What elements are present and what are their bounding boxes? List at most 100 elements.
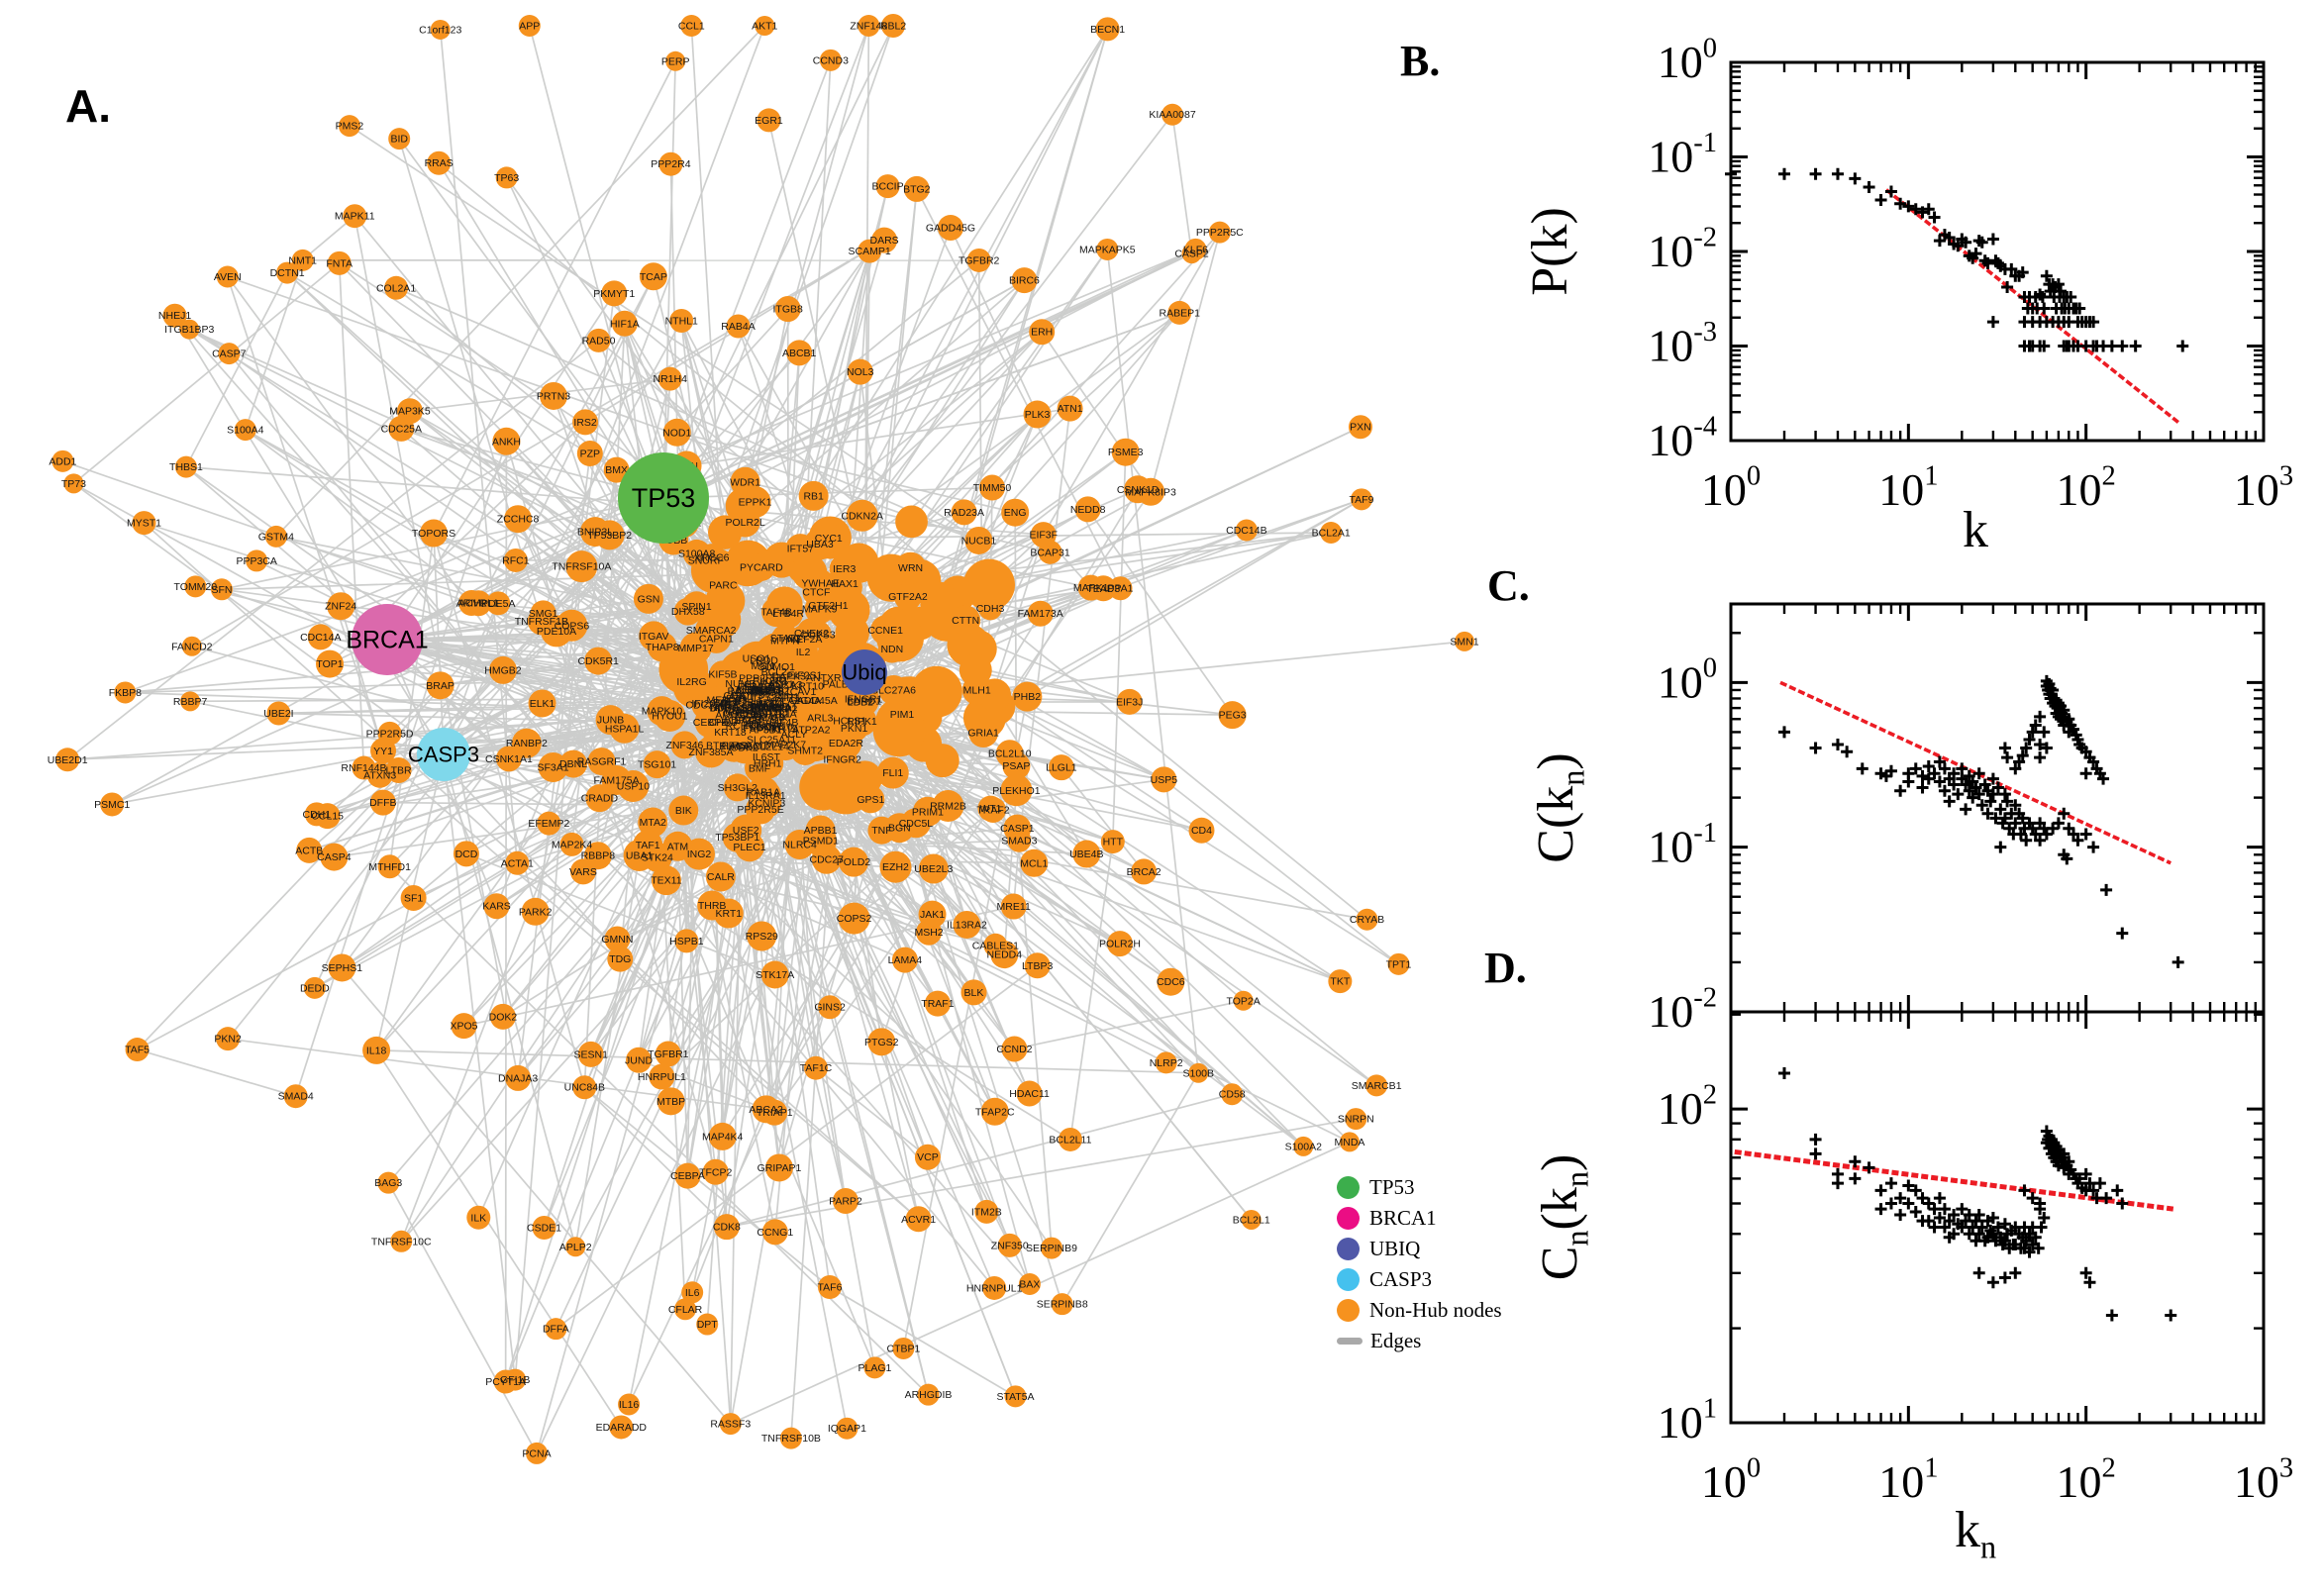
tick-label: 10-1	[1648, 128, 1717, 182]
network-node-label: PSME3	[1108, 447, 1144, 458]
network-node-label: TIMM50	[973, 482, 1012, 494]
data-point	[2038, 726, 2051, 739]
network-node	[675, 665, 708, 698]
network-node	[540, 381, 568, 410]
network-node-label: PCNA	[522, 1447, 551, 1459]
network-node	[276, 261, 299, 284]
network-node-label: TOP2A	[1227, 995, 1261, 1007]
network-edge	[502, 771, 894, 1018]
network-node	[1235, 519, 1258, 542]
network-node	[576, 441, 603, 467]
network-node-label: BACH1	[747, 684, 781, 696]
network-node	[617, 770, 650, 803]
network-node	[1233, 990, 1254, 1011]
network-node	[730, 507, 760, 538]
network-node-label: CDKN2A	[841, 510, 883, 522]
network-edge	[662, 59, 832, 499]
network-node-label: NEDD8	[1070, 504, 1106, 516]
network-node-label: PHB2	[1014, 691, 1042, 703]
network-node	[488, 655, 517, 684]
network-node	[296, 837, 323, 863]
scatter-points	[1777, 674, 2184, 968]
network-node-label: ALG8	[758, 713, 784, 725]
data-point	[2105, 1309, 2118, 1322]
network-node	[832, 1187, 858, 1214]
network-node-label: GMNN	[601, 934, 633, 946]
network-node-label: USO1	[743, 652, 771, 664]
network-node-label: PKMYT1	[593, 288, 635, 300]
network-edge	[387, 722, 785, 1184]
data-point	[1809, 742, 1822, 754]
network-edge	[1086, 508, 1234, 716]
network-node	[1345, 1108, 1367, 1131]
network-node-label: XPO5	[450, 1021, 477, 1033]
network-node	[924, 990, 951, 1017]
network-node-label: CTCF	[802, 586, 830, 598]
network-edge	[443, 753, 996, 947]
network-node-label: S100A4	[227, 425, 264, 437]
network-node	[1051, 1293, 1073, 1316]
network-node-label: HNRNPUL1	[966, 1282, 1023, 1294]
network-node-label: ITGB1BP3	[164, 324, 214, 336]
network-node	[1024, 952, 1051, 979]
network-node-label: CCNG1	[757, 1227, 793, 1239]
network-node	[805, 815, 836, 846]
network-node-label: CCND3	[813, 54, 849, 66]
network-edge	[386, 567, 845, 641]
data-point	[1831, 1177, 1844, 1190]
network-node	[875, 174, 900, 199]
network-node	[891, 947, 918, 973]
network-edge	[1069, 841, 1114, 1141]
network-node-label: VRK1	[749, 699, 776, 711]
network-node	[426, 671, 454, 700]
data-point	[1894, 784, 1907, 797]
network-node	[798, 480, 829, 511]
network-node	[813, 523, 844, 553]
network-node	[1155, 1051, 1177, 1074]
network-node	[755, 16, 775, 36]
network-edge	[1162, 778, 1400, 965]
network-node	[758, 676, 789, 707]
network-edge	[1111, 451, 1127, 843]
network-edge	[228, 352, 995, 1289]
network-edge	[666, 751, 712, 1054]
network-node	[1454, 631, 1474, 651]
data-point	[1922, 1215, 1935, 1228]
network-node	[723, 773, 752, 802]
network-node	[1293, 1136, 1314, 1156]
network-node-label: UQCRFS1	[723, 708, 772, 720]
data-point	[1909, 1206, 1922, 1219]
data-point	[2105, 340, 2118, 352]
network-node-label: BRCA2	[1127, 866, 1162, 878]
network-node	[918, 853, 949, 884]
network-node	[63, 473, 84, 494]
network-node-label: PMS2	[336, 121, 364, 133]
network-node-label: EPPK1	[739, 497, 772, 509]
network-node-label: AURKA	[744, 720, 779, 732]
network-node-label: POLD2	[837, 856, 871, 868]
network-node	[179, 319, 200, 340]
data-point	[1960, 803, 1972, 816]
network-node-label: EZH2	[882, 861, 909, 873]
network-node	[980, 1097, 1009, 1126]
data-point	[2165, 1309, 2177, 1322]
network-node-label: LDB2	[848, 697, 873, 709]
network-node-label: USP5	[1151, 774, 1178, 786]
network-node	[451, 1013, 477, 1040]
network-node-label: PRIM1	[912, 806, 944, 818]
network-node	[961, 675, 992, 706]
network-node	[1100, 830, 1125, 854]
network-node	[960, 979, 987, 1006]
network-edge	[349, 125, 979, 542]
network-node	[369, 789, 396, 816]
network-node	[1107, 931, 1134, 957]
network-node	[760, 960, 789, 989]
network-node	[384, 275, 409, 300]
network-node-label: COPS2	[837, 913, 872, 925]
network-node	[559, 832, 584, 856]
network-node-label: RIPK1	[847, 716, 877, 728]
network-node	[1356, 908, 1378, 931]
network-node	[757, 108, 781, 133]
network-node-label: UBE2I	[263, 708, 293, 720]
network-node-label: APAF1	[714, 702, 747, 714]
